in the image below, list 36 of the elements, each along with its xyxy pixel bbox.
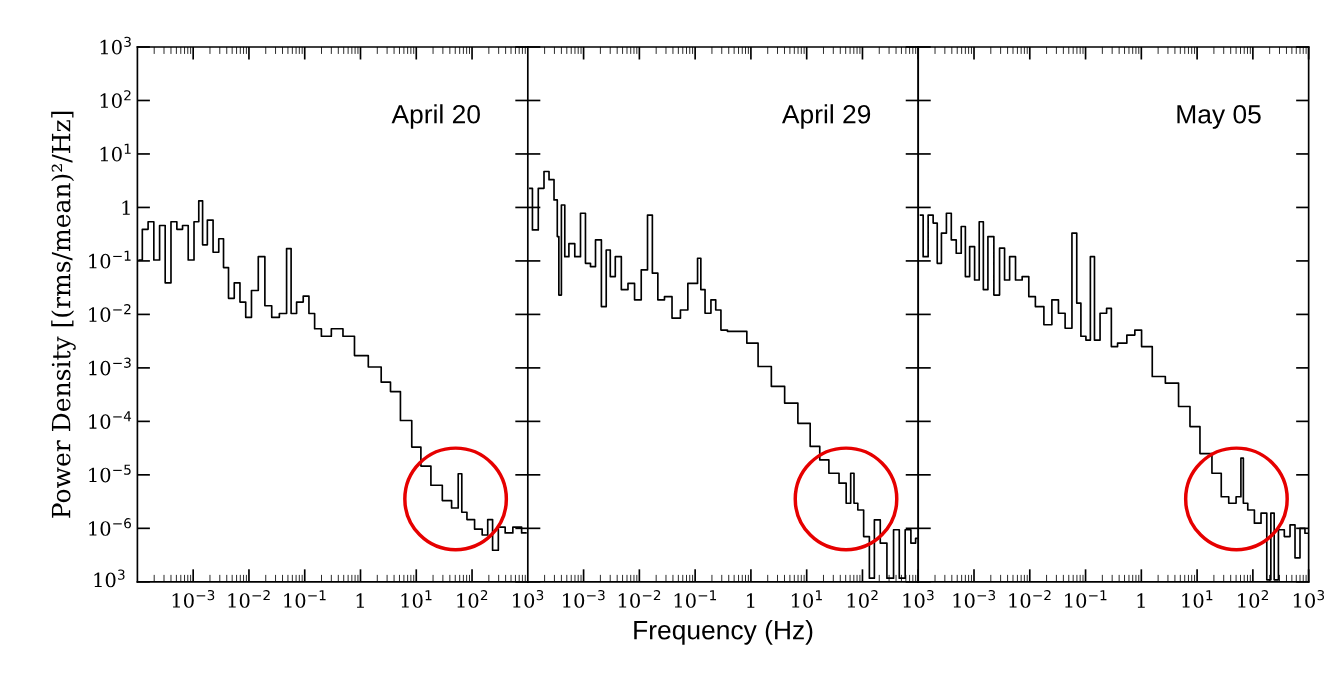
x-tick-label: 1: [1137, 593, 1145, 608]
y-tick-label: 10$^{2}$: [100, 90, 131, 108]
x-tick-label: 10$^{−3}$: [563, 590, 605, 608]
x-tick-label: 10$^{2}$: [457, 590, 488, 608]
x-axis-title: Frequency (Hz): [634, 620, 813, 645]
x-tick-label: 10$^{−1}$: [674, 590, 717, 608]
x-tick-label: 10$^{2}$: [847, 590, 878, 608]
x-tick-label: 10$^{1}$: [791, 590, 822, 608]
x-tick-label: 10$^{1}$: [401, 590, 432, 608]
x-tick-label: 10$^{−3}$: [172, 590, 215, 608]
y-tick-label: 10$^{−4}$: [89, 411, 132, 429]
y-axis-title: Power Density [(rms/mean)²/Hz]: [51, 111, 76, 518]
x-tick-label: 10$^{3}$: [513, 590, 544, 608]
x-tick-label: 10$^{−1}$: [1065, 590, 1107, 608]
text: April 20: [391, 104, 480, 129]
x-tick-label: 10$^{2}$: [1238, 590, 1268, 608]
x-tick-label: 1: [747, 593, 755, 608]
x-tick-label: 10$^{3}$: [903, 590, 934, 608]
x-tick-label: 1: [356, 593, 364, 608]
x-tick-label: 10$^{−2}$: [618, 590, 661, 608]
y-tick-label: 10$^{−1}$: [89, 250, 131, 269]
y-tick-label: 10$^{−6}$: [89, 518, 131, 536]
y-tick-label: 10$^{3}$: [100, 36, 131, 55]
text: April 29: [781, 104, 871, 129]
x-tick-label: 10$^{−1}$: [284, 590, 326, 608]
x-tick-label: 10$^{3}$: [1293, 590, 1325, 608]
x-tick-label: 10$^{−2}$: [1009, 590, 1051, 608]
y-tick-label: 10$^{1}$: [100, 143, 131, 162]
x-tick-label: 10$^{1}$: [1182, 590, 1213, 608]
y-tick-label: 10$^{−5}$: [89, 464, 131, 483]
y-tick-label: 10$^{−2}$: [89, 304, 131, 322]
x-tick-label: 10$^{−3}$: [953, 590, 996, 608]
text: May 05: [1177, 104, 1261, 129]
y-tick-label: 10$^{−3}$: [89, 357, 131, 376]
x-tick-label: 10$^{−2}$: [228, 590, 270, 608]
y-tick-label: 1: [122, 200, 130, 215]
